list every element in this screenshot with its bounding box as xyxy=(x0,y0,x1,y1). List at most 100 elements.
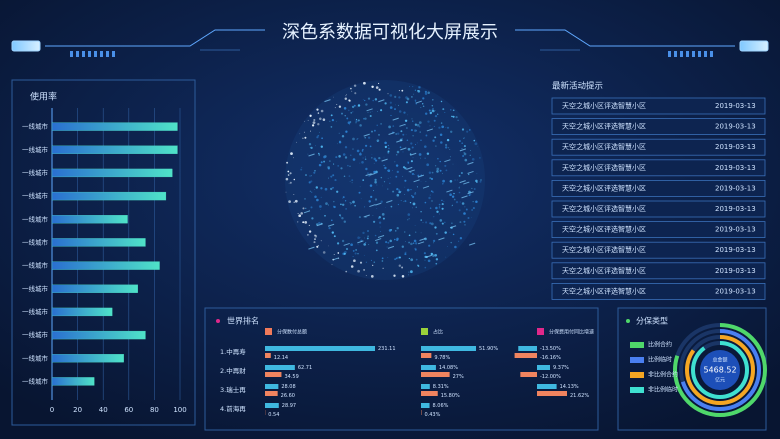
globe-dot xyxy=(382,267,384,269)
x-tick-label: 0 xyxy=(50,406,54,414)
globe-dot xyxy=(416,123,420,127)
globe-dot xyxy=(410,142,413,145)
globe-dot xyxy=(411,172,415,176)
globe-dot xyxy=(408,218,410,220)
ring xyxy=(679,329,761,411)
globe-dot xyxy=(414,101,416,103)
y-tick-label: 一线城市 xyxy=(22,214,49,223)
globe-dot xyxy=(397,203,399,206)
value-label: 27% xyxy=(453,374,464,380)
globe-dot xyxy=(314,145,316,147)
globe-dot xyxy=(376,208,378,209)
globe-dot xyxy=(396,193,400,197)
activity-text: 天空之城小区评选智慧小区 xyxy=(562,286,646,295)
globe-dot xyxy=(378,221,382,224)
globe-dot xyxy=(402,133,405,136)
globe-dot xyxy=(335,156,338,159)
globe-dot xyxy=(412,157,414,159)
globe-dot xyxy=(435,232,438,235)
row-label: 4.前海再 xyxy=(220,404,246,413)
globe-dot xyxy=(330,126,333,128)
globe-dot xyxy=(389,106,393,109)
globe-dot xyxy=(479,157,481,159)
globe-dot xyxy=(364,99,366,102)
globe-dot xyxy=(416,142,418,144)
globe-dot xyxy=(469,154,471,156)
globe-dot xyxy=(352,111,354,113)
globe-dot xyxy=(398,110,402,113)
row-label: 3.瑞士再 xyxy=(220,385,246,394)
globe-dot xyxy=(381,257,384,259)
globe-dot xyxy=(353,84,357,87)
globe-dot xyxy=(331,219,333,221)
globe-dot xyxy=(414,99,417,102)
activity-item xyxy=(551,200,766,218)
globe-dot xyxy=(359,152,362,156)
globe-dot xyxy=(336,190,339,193)
globe-dot xyxy=(350,87,352,90)
globe-streak xyxy=(422,185,430,189)
globe-dot xyxy=(451,204,453,206)
globe-dot xyxy=(461,148,463,150)
globe-dot xyxy=(390,114,392,117)
globe-dot xyxy=(420,181,422,183)
bar xyxy=(265,346,375,351)
globe-dot xyxy=(452,115,455,118)
globe-streak xyxy=(446,189,453,193)
globe-dot xyxy=(416,186,418,188)
globe-dot xyxy=(442,183,444,185)
globe-dot xyxy=(440,141,443,144)
globe-dot xyxy=(365,241,367,244)
globe-dot xyxy=(458,187,460,189)
globe-dot xyxy=(305,174,307,176)
panel-title: 使用率 xyxy=(30,91,57,103)
globe-dot xyxy=(412,195,415,199)
globe-dot xyxy=(363,268,366,271)
globe-dot xyxy=(427,259,431,263)
bar xyxy=(51,191,167,201)
globe-dot xyxy=(313,118,316,122)
globe-dot xyxy=(412,207,414,209)
activity-date: 2019-03-13 xyxy=(715,164,756,172)
y-tick-label: 一线城市 xyxy=(22,145,49,154)
globe-dot xyxy=(461,202,465,205)
globe-dot xyxy=(394,161,396,163)
activity-text: 天空之城小区评选智慧小区 xyxy=(562,183,646,192)
globe-streak xyxy=(365,173,372,177)
globe-dot xyxy=(404,186,406,188)
globe-dot xyxy=(401,266,404,269)
globe-dot xyxy=(304,198,306,200)
globe-dot xyxy=(379,226,381,228)
globe-streak xyxy=(459,148,467,152)
globe-dot xyxy=(380,109,383,112)
globe-dot xyxy=(425,181,427,182)
globe-dot xyxy=(457,119,459,121)
activity-text: 天空之城小区评选智慧小区 xyxy=(562,266,646,275)
y-tick-label: 一线城市 xyxy=(22,122,49,131)
globe-dot xyxy=(424,92,428,96)
globe-dot xyxy=(450,130,453,133)
globe-dot xyxy=(415,258,418,261)
globe-dot xyxy=(404,200,407,203)
globe-streak xyxy=(357,240,364,244)
globe-dot xyxy=(397,256,400,259)
globe-dot xyxy=(408,274,410,276)
globe-dot xyxy=(415,206,417,208)
value-label: 12.14 xyxy=(274,355,288,361)
globe-dot xyxy=(401,137,403,139)
globe-dot xyxy=(380,176,383,179)
globe-dot xyxy=(438,203,441,206)
globe-dot xyxy=(404,194,406,196)
globe-dot xyxy=(428,109,431,112)
value-label: 26.60 xyxy=(281,393,295,399)
globe-dot xyxy=(404,167,407,170)
globe-dot xyxy=(444,221,446,224)
globe-dot xyxy=(368,175,370,177)
globe-dot xyxy=(378,134,380,136)
globe-dot xyxy=(398,96,401,99)
globe-dot xyxy=(429,177,432,180)
globe-dot xyxy=(424,266,427,269)
globe-dot xyxy=(426,163,430,167)
globe-dot xyxy=(290,152,293,155)
globe-dot xyxy=(411,96,413,98)
